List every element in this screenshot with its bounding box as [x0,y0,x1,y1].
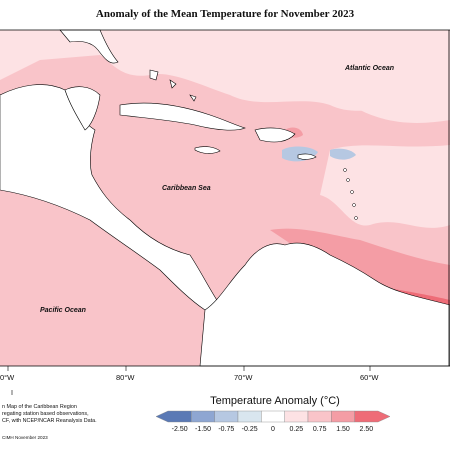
land-bahamas [149,69,197,102]
patch-north-light [0,30,450,111]
land-yucatan [64,86,101,131]
tick-label-80w: 80°W [116,373,135,382]
legend-tick-label: 0 [271,426,275,433]
land-cuba [119,102,246,131]
legend-tick-label: -0.25 [242,426,258,433]
tick-label-60w: 60°W [360,373,379,382]
legend-swatch [191,410,215,423]
legend-tick-label: 2.50 [360,426,374,433]
land-hispaniola [254,127,296,143]
land-jamaica [194,146,221,154]
legend-boxes [155,410,391,423]
note-line-2: regating station based observations, [2,411,89,417]
credit-line: CIMH November 2023 [2,435,48,440]
legend-swatch [261,410,285,423]
label-pacific-ocean: Pacific Ocean [40,307,86,314]
legend-tick-label: 0.25 [290,426,304,433]
note-line-1: n Map of the Caribbean Region [2,404,77,410]
map-title: Anomaly of the Mean Temperature for Nove… [95,8,355,20]
legend-swatch [155,410,192,423]
legend-swatch [307,410,332,423]
label-atlantic-ocean: Atlantic Ocean [344,65,394,72]
longitude-axis [7,366,371,371]
tick-label-90w: 0°W [0,373,15,382]
island [346,178,350,182]
legend-tick-label: 1.50 [336,426,350,433]
legend-swatch [237,410,262,423]
island [343,168,347,172]
label-caribbean-sea: Caribbean Sea [162,185,211,192]
legend-labels: -2.50 -1.50 -0.75 -0.25 0 0.25 0.75 1.50 2.50 [172,426,374,433]
legend-tick-label: -0.75 [218,426,234,433]
patch-cool-virgin-isl [330,148,356,160]
legend-title: Temperature Anomaly (°C) [210,395,340,407]
legend-swatch [331,410,355,423]
island [350,190,354,194]
legend-swatch [214,410,239,423]
legend-tick-label: -1.50 [195,426,211,433]
legend-swatch [284,410,309,423]
tick-label-70w: 70°W [234,373,253,382]
lesser-antilles [343,168,358,220]
note-line-3: CF, with NCEP/NCAR Reanalysis Data. [2,418,97,424]
legend-tick-label: 0.75 [313,426,327,433]
patch-east-light [320,145,450,228]
island [352,203,356,207]
land-south-america [199,242,450,367]
land-us-florida [59,29,119,64]
legend-swatch [354,410,391,423]
land-puerto-rico [297,153,317,160]
patch-atlantic-light [360,85,450,123]
legend-tick-label: -2.50 [172,426,188,433]
land-masses [0,29,450,367]
island [354,216,358,220]
